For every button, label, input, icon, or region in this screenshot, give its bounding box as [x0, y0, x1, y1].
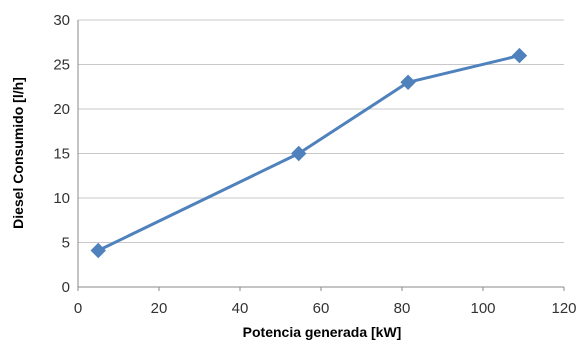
y-tick-label: 30: [53, 12, 70, 29]
axes: [77, 20, 565, 291]
data-point-marker: [400, 74, 416, 91]
y-tick-label: 20: [53, 101, 70, 118]
data-point-marker: [291, 145, 307, 162]
x-tick-label: 60: [313, 300, 330, 317]
x-tick-label: 120: [551, 300, 576, 317]
x-tick-label: 20: [151, 300, 168, 317]
data-point-marker: [90, 242, 106, 259]
x-axis-ticks: 0 20 40 60 80 100 120: [74, 300, 577, 317]
x-tick-label: 80: [394, 300, 411, 317]
y-tick-label: 15: [53, 146, 70, 163]
x-tick-label: 40: [232, 300, 249, 317]
y-tick-label: 25: [53, 57, 70, 74]
y-tick-label: 5: [62, 235, 70, 252]
x-tick-label: 100: [470, 300, 495, 317]
x-axis-title: Potencia generada [kW]: [243, 324, 402, 340]
y-axis-ticks: 0 5 10 15 20 25 30: [53, 12, 70, 296]
y-tick-label: 0: [62, 279, 70, 296]
gridlines: [78, 19, 564, 243]
series: [90, 47, 528, 259]
series-line: [97, 54, 520, 252]
data-point-marker: [511, 47, 528, 64]
y-tick-label: 10: [53, 190, 70, 207]
y-axis-title: Diesel Consumido [l/h]: [10, 77, 26, 229]
x-tick-label: 0: [74, 300, 82, 317]
